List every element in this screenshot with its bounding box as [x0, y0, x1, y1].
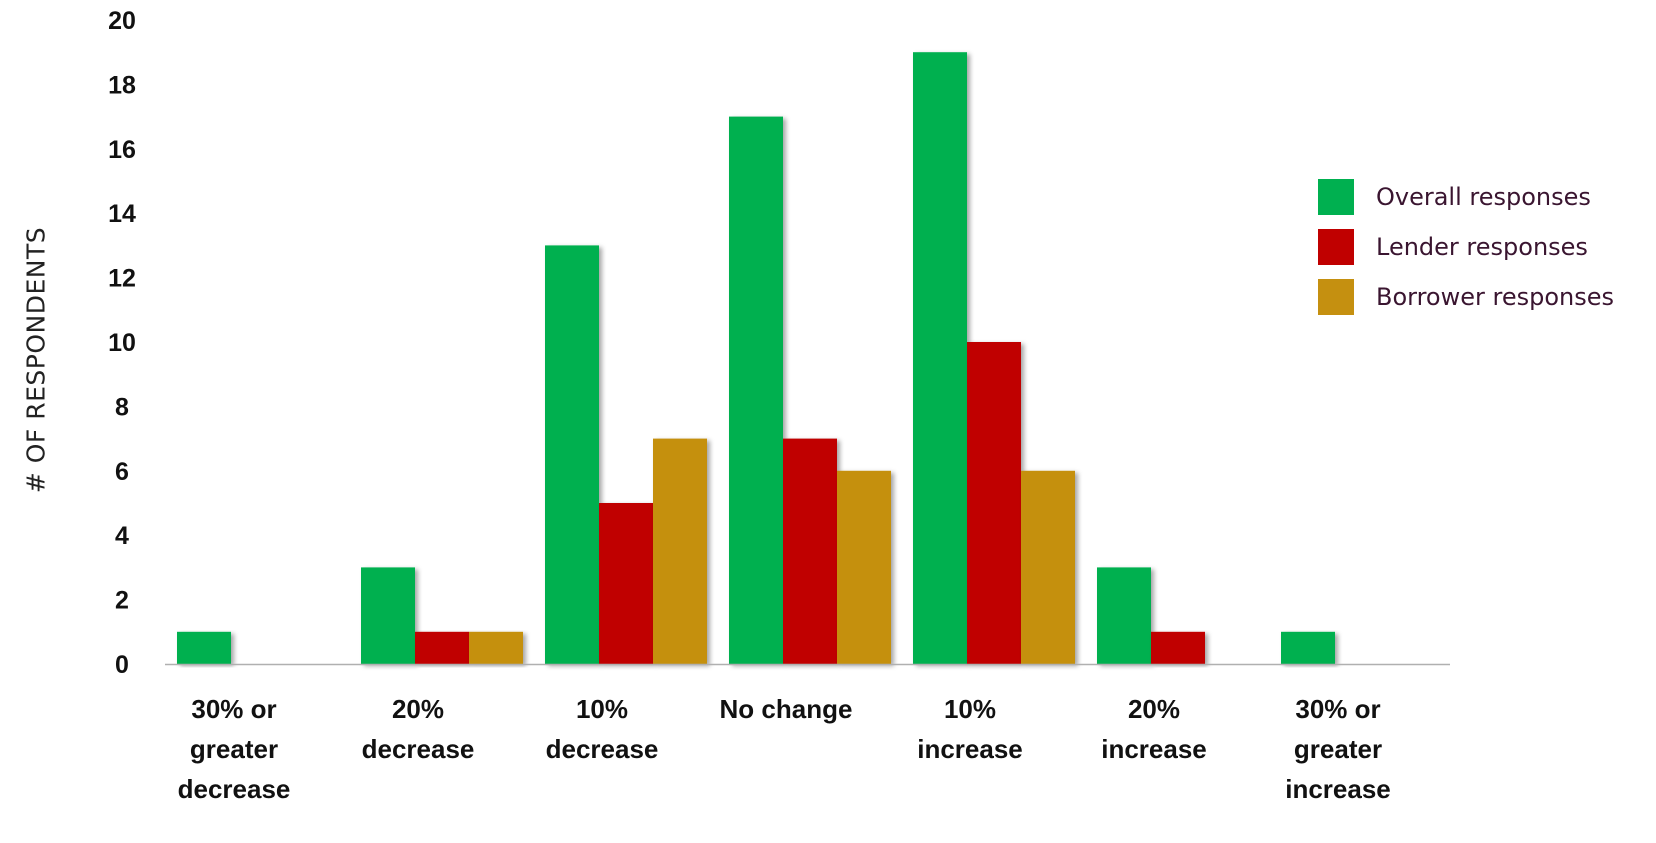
- x-tick-label: 30% or greater increase: [1285, 694, 1391, 804]
- legend-swatch-borrower: [1318, 279, 1354, 315]
- legend-label-borrower: Borrower responses: [1376, 283, 1615, 311]
- y-tick-label: 20: [108, 7, 136, 35]
- bar-lender: [599, 503, 653, 664]
- bar-borrower: [653, 438, 707, 664]
- y-tick-label: 10: [108, 329, 136, 357]
- bar-overall: [177, 631, 231, 664]
- x-tick-label: 10% decrease: [546, 694, 659, 764]
- legend: Overall responses Lender responses Borro…: [1318, 172, 1614, 322]
- x-tick-label: 20% decrease: [362, 694, 475, 764]
- x-tick-label: 10% increase: [917, 694, 1023, 764]
- y-tick-label: 2: [115, 587, 129, 615]
- bar-lender: [967, 342, 1021, 664]
- y-tick-label: 14: [108, 200, 136, 228]
- bar-borrower: [837, 470, 891, 664]
- y-tick-label: 0: [115, 651, 129, 679]
- legend-item-borrower: Borrower responses: [1318, 272, 1614, 322]
- legend-label-overall: Overall responses: [1376, 183, 1591, 211]
- bar-overall: [1097, 567, 1151, 664]
- legend-item-lender: Lender responses: [1318, 222, 1614, 272]
- y-tick-label: 6: [115, 458, 129, 486]
- bar-lender: [415, 631, 469, 664]
- y-tick-label: 12: [108, 265, 136, 293]
- y-tick-label: 18: [108, 71, 136, 99]
- bar-overall: [913, 52, 967, 664]
- legend-label-lender: Lender responses: [1376, 233, 1588, 261]
- bar-borrower: [469, 631, 523, 664]
- x-tick-label: 30% or greater decrease: [178, 694, 291, 804]
- y-tick-label: 16: [108, 136, 136, 164]
- bar-borrower: [1021, 470, 1075, 664]
- bar-lender: [1151, 631, 1205, 664]
- y-tick-label: 8: [115, 393, 129, 421]
- legend-swatch-overall: [1318, 179, 1354, 215]
- x-tick-label: No change: [720, 694, 853, 724]
- x-tick-label: 20% increase: [1101, 694, 1207, 764]
- legend-swatch-lender: [1318, 229, 1354, 265]
- bar-overall: [1281, 631, 1335, 664]
- bar-overall: [729, 116, 783, 665]
- bar-lender: [783, 438, 837, 664]
- bar-overall: [545, 245, 599, 664]
- bar-overall: [361, 567, 415, 664]
- legend-item-overall: Overall responses: [1318, 172, 1614, 222]
- y-tick-label: 4: [115, 522, 129, 550]
